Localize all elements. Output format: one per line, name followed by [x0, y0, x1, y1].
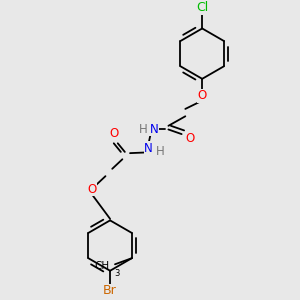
Text: CH: CH	[95, 261, 110, 271]
Text: Cl: Cl	[196, 1, 208, 14]
Text: H: H	[156, 145, 165, 158]
Text: H: H	[139, 123, 148, 136]
Text: O: O	[109, 127, 119, 140]
Text: N: N	[144, 142, 153, 155]
Text: N: N	[150, 123, 158, 136]
Text: O: O	[198, 89, 207, 102]
Text: O: O	[87, 183, 96, 196]
Text: 3: 3	[114, 269, 119, 278]
Text: O: O	[185, 132, 194, 145]
Text: Br: Br	[103, 284, 117, 297]
